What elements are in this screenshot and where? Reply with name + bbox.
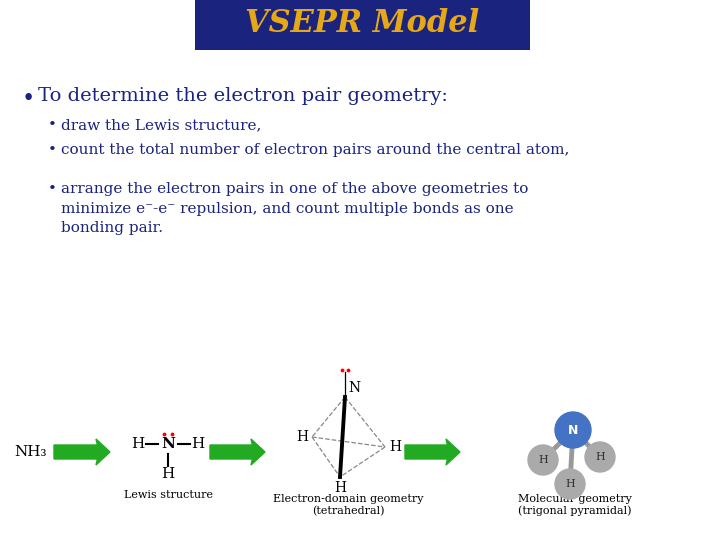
Text: N: N bbox=[348, 381, 360, 395]
FancyBboxPatch shape bbox=[195, 0, 530, 50]
Text: H: H bbox=[538, 455, 548, 465]
Text: H: H bbox=[334, 481, 346, 495]
FancyArrow shape bbox=[210, 439, 265, 465]
Text: N: N bbox=[568, 423, 578, 436]
Text: H: H bbox=[389, 440, 401, 454]
Text: •: • bbox=[22, 88, 35, 110]
Text: •: • bbox=[48, 118, 57, 132]
Ellipse shape bbox=[528, 445, 558, 475]
Text: Lewis structure: Lewis structure bbox=[124, 490, 212, 500]
Text: draw the Lewis structure,: draw the Lewis structure, bbox=[61, 118, 261, 132]
Text: •: • bbox=[48, 143, 57, 157]
Text: To determine the electron pair geometry:: To determine the electron pair geometry: bbox=[38, 87, 448, 105]
Text: Electron-domain geometry
(tetrahedral): Electron-domain geometry (tetrahedral) bbox=[273, 494, 423, 516]
Text: H: H bbox=[192, 437, 204, 451]
Text: •: • bbox=[48, 182, 57, 196]
Text: Molecular geometry
(trigonal pyramidal): Molecular geometry (trigonal pyramidal) bbox=[518, 494, 632, 516]
Ellipse shape bbox=[555, 469, 585, 499]
Text: H: H bbox=[565, 479, 575, 489]
Text: VSEPR Model: VSEPR Model bbox=[246, 9, 480, 39]
Text: H: H bbox=[161, 467, 175, 481]
Ellipse shape bbox=[555, 412, 591, 448]
Text: H: H bbox=[131, 437, 145, 451]
Text: NH₃: NH₃ bbox=[14, 445, 47, 459]
FancyArrow shape bbox=[405, 439, 460, 465]
Text: arrange the electron pairs in one of the above geometries to
minimize e⁻-e⁻ repu: arrange the electron pairs in one of the… bbox=[61, 182, 528, 235]
Text: count the total number of electron pairs around the central atom,: count the total number of electron pairs… bbox=[61, 143, 570, 157]
FancyArrow shape bbox=[54, 439, 110, 465]
Text: H: H bbox=[595, 452, 605, 462]
Text: N: N bbox=[161, 437, 175, 451]
Text: H: H bbox=[296, 430, 308, 444]
Ellipse shape bbox=[585, 442, 615, 472]
